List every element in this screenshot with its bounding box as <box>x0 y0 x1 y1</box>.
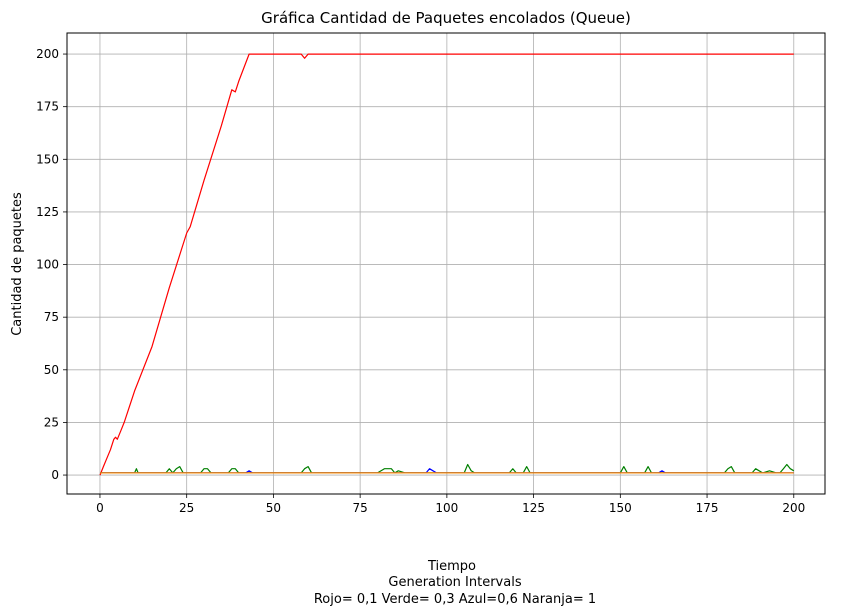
x-tick-label: 75 <box>352 501 367 515</box>
series-line-0 <box>99 53 794 476</box>
x-tick-label: 175 <box>696 501 719 515</box>
plot-area <box>66 32 826 495</box>
x-tick-label: 100 <box>435 501 458 515</box>
y-tick-label: 25 <box>44 415 59 429</box>
y-tick-label: 100 <box>36 258 59 272</box>
x-tick-label: 0 <box>96 501 104 515</box>
y-axis-label: Cantidad de paquetes <box>10 192 25 336</box>
ticks: 0 25 50 75 100 125 150 175 200 0 25 50 75 100 125 150 17… <box>36 47 805 515</box>
y-tick-label: 125 <box>36 205 59 219</box>
series-layer <box>99 53 795 476</box>
y-tick-label: 0 <box>51 468 59 482</box>
y-tick-label: 175 <box>36 100 59 114</box>
x-axis-sublabel-colors: Rojo= 0,1 Verde= 0,3 Azul=0,6 Naranja= 1 <box>314 592 596 607</box>
x-tick-label: 125 <box>522 501 545 515</box>
x-axis-sublabel-intervals: Generation Intervals <box>388 575 521 590</box>
x-tick-label: 50 <box>266 501 281 515</box>
x-tick-label: 25 <box>179 501 194 515</box>
y-tick-label: 150 <box>36 152 59 166</box>
y-tick-label: 50 <box>44 363 59 377</box>
x-axis-label: Tiempo <box>427 559 476 574</box>
x-tick-label: 150 <box>609 501 632 515</box>
y-tick-label: 75 <box>44 310 59 324</box>
grid <box>67 33 825 494</box>
y-tick-label: 200 <box>36 47 59 61</box>
x-tick-label: 200 <box>782 501 805 515</box>
chart-title: Gráfica Cantidad de Paquetes encolados (… <box>261 9 631 27</box>
